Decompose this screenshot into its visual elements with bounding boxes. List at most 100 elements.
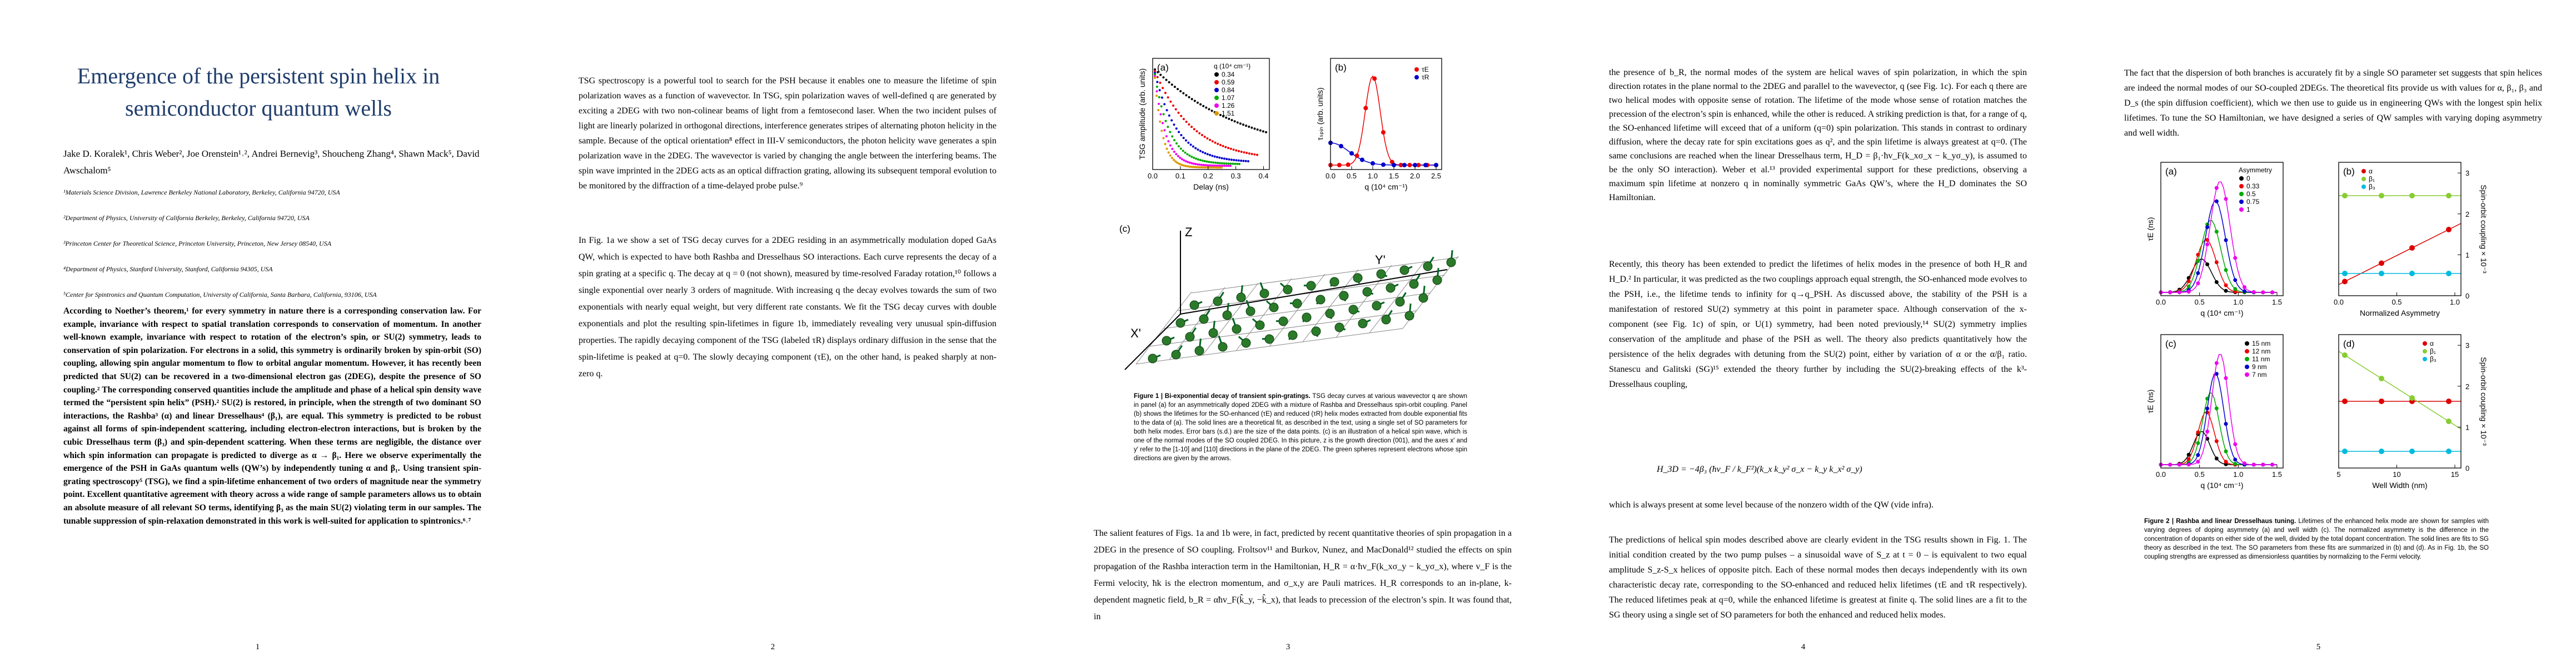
figure: (a) 0.0 0.1 0.2 0.3 0.4 Delay (ns) TSG amplitud… [1119,58,1459,370]
marker [1381,162,1386,167]
marker [1398,162,1403,167]
marker [2214,186,2219,190]
marker [1402,162,1407,167]
x-tick-label: 1.5 [1389,172,1399,180]
marker [2196,453,2200,457]
marker [2261,290,2265,295]
marker [1182,137,1185,140]
marker [1200,134,1203,137]
marker [1158,89,1161,92]
marker [1187,141,1190,144]
marker [2224,268,2228,272]
marker [1218,166,1221,169]
marker [1189,166,1192,168]
axis [1124,313,1181,370]
panel-label: (d) [2343,339,2355,349]
x-axis-label: Normalized Asymmetry [2360,308,2440,317]
legend-marker [1214,80,1219,84]
marker [2409,193,2415,198]
legend-label: 12 nm [2252,347,2270,355]
x-tick-label: 1.0 [1368,172,1378,180]
x-axis-label: Well Width (nm) [2372,481,2427,490]
marker [1208,161,1210,163]
legend-marker [1214,111,1219,116]
marker [1202,151,1204,153]
x-tick-label: 2.5 [1431,172,1441,180]
marker [1197,148,1199,151]
legend-marker [2239,176,2244,181]
marker [2196,259,2200,263]
legend-label: β₃ [2430,355,2437,363]
marker [1183,159,1185,162]
electron [1376,269,1386,279]
marker [1182,118,1185,121]
x-axis-label: Delay (ns) [1193,182,1229,191]
y2-tick-label: 2 [2465,382,2469,391]
caption-title: Figure 2 | Rashba and linear Dresselhaus… [2144,518,2296,525]
marker [1193,156,1195,159]
marker [1194,163,1197,166]
marker [2186,452,2191,457]
marker [1157,109,1160,112]
marker [1245,152,1248,155]
legend-marker [2423,357,2427,361]
electron [1185,332,1195,342]
fit-line [1331,75,1436,166]
marker [2233,457,2238,462]
marker [1218,165,1220,167]
marker [1164,143,1167,146]
equation: H_3D = −4β₃ (ħv_F / k_F²)(k_x k_y² σ_x −… [1657,465,1862,474]
marker [1371,161,1375,166]
marker [1175,153,1178,156]
y2-tick-label: 0 [2465,464,2469,472]
electron [1171,350,1181,360]
marker [1193,166,1195,168]
legend-marker [1214,103,1219,108]
marker [1155,85,1158,88]
electron [1432,275,1442,285]
electron [1311,326,1321,336]
marker [1165,135,1168,138]
marker [1202,104,1205,107]
marker [1186,153,1189,156]
marker [2242,289,2246,293]
marker [1195,130,1198,133]
marker [2233,442,2238,446]
marker [1199,103,1202,106]
marker [1245,125,1248,127]
legend-label: 1.51 [1222,109,1235,117]
electron [1264,334,1274,344]
marker [1349,151,1354,156]
electron [1218,342,1228,352]
marker [1243,151,1245,154]
marker [2196,460,2200,464]
electron [1353,273,1363,283]
y2-tick-label: 3 [2465,341,2469,350]
marker [1155,90,1158,93]
marker [2214,439,2219,444]
electron [1175,318,1185,328]
marker [1174,108,1177,111]
marker [2379,271,2384,276]
marker [2409,449,2415,454]
legend-marker [2239,184,2244,188]
electron [1348,305,1358,315]
x-tick-label: 1.0 [2233,470,2243,479]
marker [2379,376,2384,381]
marker [1204,164,1207,167]
affiliation: ³Princeton Center for Theoretical Scienc… [63,240,332,247]
marker [2242,285,2246,290]
legend-label: 0 [2246,175,2250,182]
marker [2342,278,2348,285]
legend-marker [2239,200,2244,204]
electron [1255,320,1265,330]
marker [2196,271,2200,275]
marker [1168,81,1170,84]
electron [1381,315,1391,325]
panel-label: (c) [1119,223,1130,234]
marker [1155,94,1158,97]
marker [1156,76,1159,78]
marker [1198,163,1201,166]
electron [1306,281,1316,291]
marker [1229,147,1232,150]
